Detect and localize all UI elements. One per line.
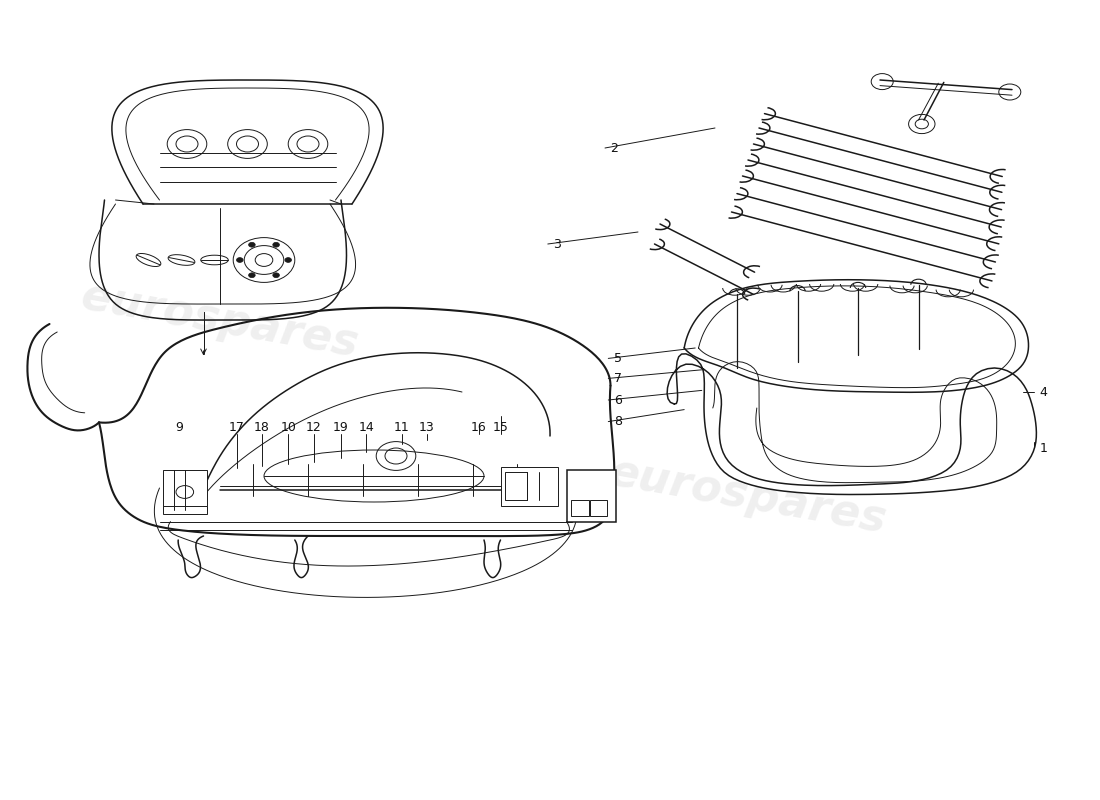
Text: 7: 7 [614, 372, 622, 385]
Bar [500, 467, 558, 506]
Text: 11: 11 [394, 421, 409, 434]
Text: 13: 13 [419, 421, 435, 434]
Text: 6: 6 [614, 394, 622, 406]
Text: eurospares: eurospares [78, 274, 362, 366]
Bar [566, 470, 616, 522]
Bar [571, 500, 588, 516]
Circle shape [273, 242, 279, 247]
Text: 5: 5 [614, 352, 622, 365]
Text: 14: 14 [359, 421, 374, 434]
Text: eurospares: eurospares [606, 450, 890, 542]
Circle shape [249, 273, 255, 278]
Text: 1: 1 [1040, 442, 1047, 454]
Bar [163, 470, 207, 510]
Text: 17: 17 [229, 421, 244, 434]
Text: 12: 12 [306, 421, 321, 434]
Text: 19: 19 [333, 421, 349, 434]
Text: 4: 4 [1040, 386, 1047, 398]
Bar [163, 506, 207, 514]
Text: 8: 8 [614, 415, 622, 428]
Circle shape [273, 273, 279, 278]
Text: 15: 15 [493, 421, 508, 434]
Circle shape [236, 258, 243, 262]
Circle shape [285, 258, 292, 262]
Text: 16: 16 [471, 421, 486, 434]
Circle shape [249, 242, 255, 247]
Bar [505, 472, 527, 500]
Text: 3: 3 [553, 238, 561, 250]
Text: 18: 18 [254, 421, 270, 434]
Text: 10: 10 [280, 421, 296, 434]
Text: 2: 2 [610, 142, 618, 154]
Text: 9: 9 [175, 421, 184, 434]
Bar [590, 500, 607, 516]
